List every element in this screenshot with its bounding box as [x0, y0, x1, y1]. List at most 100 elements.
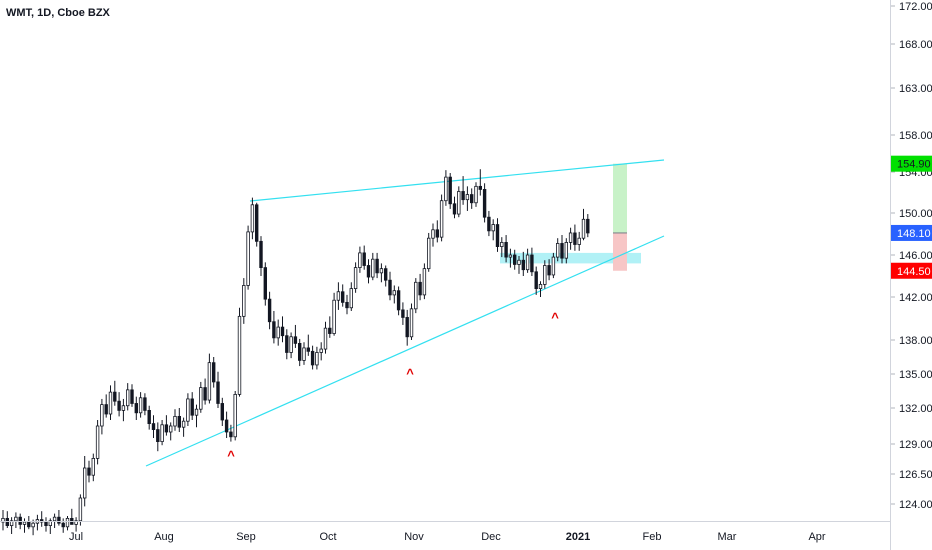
candle-body: [427, 238, 430, 268]
candle-body: [509, 255, 512, 257]
candle[interactable]: [79, 494, 82, 525]
candle-body: [432, 230, 435, 238]
candle-body: [131, 390, 134, 404]
price-tick-label: 124.00: [899, 499, 932, 511]
symbol-label: WMT, 1D, Cboe BZX: [6, 7, 110, 19]
candle-body: [277, 327, 280, 338]
candle-body: [105, 405, 108, 414]
candle-body: [393, 291, 396, 295]
candle-body: [505, 242, 508, 257]
candle-body: [406, 317, 409, 336]
candle-body: [569, 233, 572, 242]
candle-body: [294, 337, 297, 344]
candle-body: [526, 255, 529, 270]
price-tick-label: 172.00: [899, 1, 932, 13]
candle-body: [372, 259, 375, 277]
price-badge: 154.90: [891, 156, 932, 172]
candle-body: [200, 388, 203, 410]
candle[interactable]: [238, 308, 241, 397]
candle-body: [470, 195, 473, 203]
candle-body: [260, 241, 263, 267]
candle[interactable]: [415, 278, 418, 313]
candle-body: [148, 410, 151, 423]
candle-body: [286, 336, 289, 353]
candle-body: [311, 351, 314, 365]
candle-body: [561, 243, 564, 258]
candle[interactable]: [247, 226, 250, 290]
candle-body: [552, 257, 555, 275]
candle-body: [187, 399, 190, 421]
candle[interactable]: [440, 195, 443, 242]
candle-body: [83, 468, 86, 498]
candle-body: [19, 517, 22, 524]
candle-body: [380, 269, 383, 273]
candle[interactable]: [255, 203, 258, 247]
candle-body: [221, 403, 224, 420]
candle-body: [346, 302, 349, 307]
candle-body: [415, 282, 418, 309]
price-tick-label: 138.00: [899, 335, 932, 347]
candle-body: [483, 189, 486, 217]
candle-body: [436, 230, 439, 237]
candle[interactable]: [234, 391, 237, 440]
candle[interactable]: [264, 262, 267, 305]
time-tick-label: Nov: [404, 531, 424, 543]
candle-body: [324, 328, 327, 349]
candle[interactable]: [423, 263, 426, 299]
candle[interactable]: [427, 233, 430, 272]
price-tick-label: 129.00: [899, 439, 932, 451]
candle-body: [208, 363, 211, 400]
candle-body: [565, 242, 568, 258]
candle-body: [496, 225, 499, 247]
candle-body: [419, 282, 422, 295]
stop-zone[interactable]: [613, 233, 627, 271]
candle-body: [126, 390, 129, 406]
candle[interactable]: [449, 173, 452, 209]
candle-body: [337, 292, 340, 300]
candle-body: [513, 255, 516, 264]
candle-body: [522, 260, 525, 269]
candle-body: [466, 195, 469, 200]
candle[interactable]: [483, 183, 486, 222]
price-tick-label: 132.00: [899, 403, 932, 415]
candle-body: [535, 272, 538, 289]
candle[interactable]: [96, 420, 99, 464]
candle-body: [548, 266, 551, 275]
candle-body: [109, 392, 112, 414]
candle-body: [122, 406, 125, 411]
candle-body: [217, 382, 220, 404]
candle-body: [273, 322, 276, 338]
candle-body: [182, 421, 185, 427]
candle-body: [316, 352, 319, 364]
candle-body: [169, 426, 172, 432]
candle-body: [303, 348, 306, 360]
candle-body: [45, 522, 48, 526]
candle-body: [174, 416, 177, 426]
candle-body: [195, 409, 198, 415]
candle-body: [445, 177, 448, 201]
price-badge-label: 148.10: [897, 228, 931, 240]
candle-body: [101, 405, 104, 426]
candle-body: [96, 426, 99, 458]
candle-body: [191, 399, 194, 415]
candle-body: [23, 522, 26, 524]
price-tick-label: 158.00: [899, 130, 932, 142]
candle-body: [458, 191, 461, 214]
candle-body: [578, 238, 581, 244]
candle-body: [247, 232, 250, 286]
candle-body: [204, 388, 207, 400]
candle-body: [118, 401, 121, 410]
time-tick-label: Feb: [643, 531, 662, 543]
candle-body: [475, 186, 478, 202]
price-tick-label: 126.50: [899, 469, 932, 481]
price-badge-label: 154.90: [897, 159, 931, 171]
candle-body: [363, 253, 366, 266]
candle[interactable]: [410, 303, 413, 340]
candle-body: [88, 468, 91, 475]
candle-body: [212, 363, 215, 382]
price-tick-label: 150.00: [899, 208, 932, 220]
candle-body: [238, 316, 241, 394]
target-zone[interactable]: [613, 164, 627, 233]
